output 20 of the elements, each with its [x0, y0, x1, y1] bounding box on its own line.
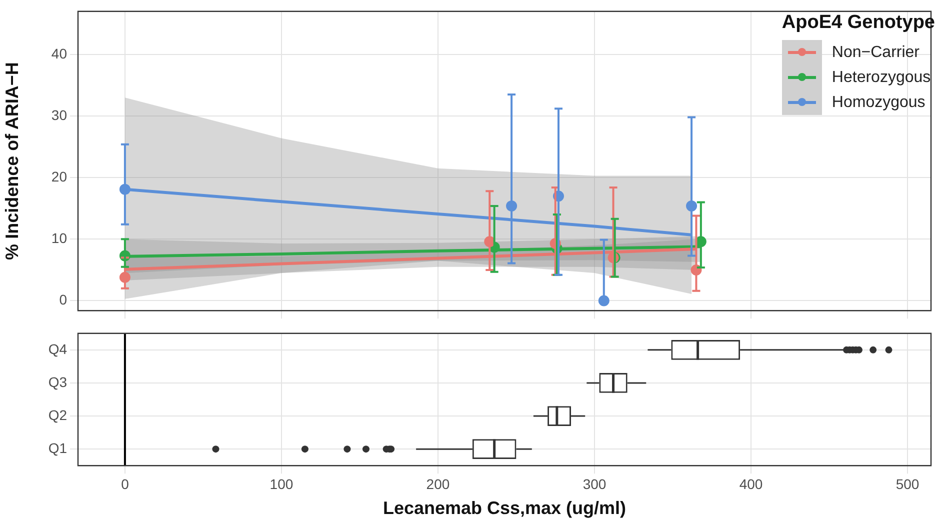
y-tick-label: Q4	[48, 340, 68, 357]
y-tick-label: Q3	[48, 374, 68, 390]
y-tick-label: Q2	[48, 406, 68, 423]
y-tick-label: Q1	[48, 440, 68, 456]
legend-label: Heterozygous	[832, 68, 931, 86]
x-tick-label: 0	[121, 476, 130, 492]
x-tick-label: 300	[582, 476, 606, 492]
x-axis-title: Lecanemab Css,max (ug/ml)	[382, 498, 626, 518]
x-tick-label: 100	[270, 476, 294, 492]
x-tick-label: 400	[739, 476, 763, 492]
y-tick-label: 30	[51, 106, 68, 123]
y-tick-label: 40	[51, 45, 68, 62]
y-tick-label: 0	[59, 292, 68, 308]
y-axis-title: % Incidence of ARIA−H	[2, 62, 22, 260]
x-tick-label: 500	[896, 476, 920, 492]
legend-label: Non−Carrier	[832, 44, 920, 62]
legend-label: Homozygous	[832, 94, 926, 112]
y-tick-label: 10	[51, 230, 68, 246]
y-tick-label: 20	[51, 168, 68, 184]
x-tick-label: 200	[426, 476, 450, 492]
